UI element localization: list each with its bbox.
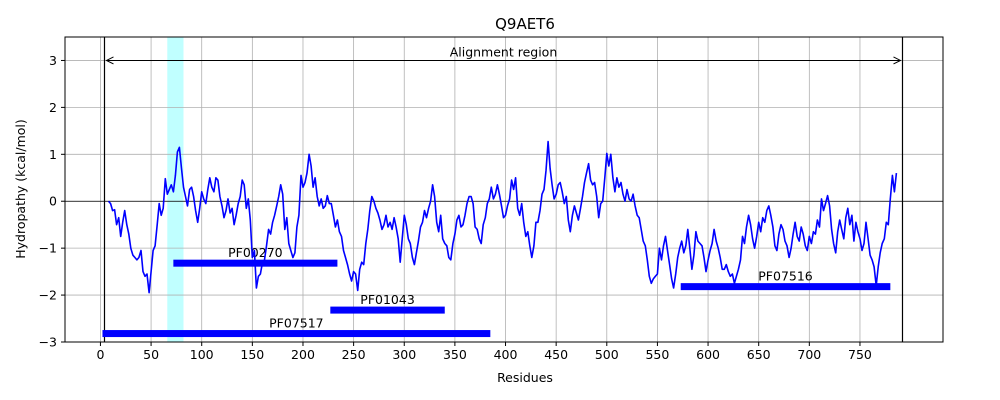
domain-bar: [330, 306, 445, 314]
x-tick-label: 500: [595, 347, 619, 362]
domain-bar: [102, 330, 491, 338]
y-axis-label: Hydropathy (kcal/mol): [13, 119, 28, 259]
x-tick-label: 150: [240, 347, 264, 362]
chart-title: Q9AET6: [495, 15, 555, 33]
alignment-arrowhead-left: [105, 56, 114, 65]
x-tick-label: 600: [696, 347, 720, 362]
x-tick-label: 400: [494, 347, 518, 362]
domain-label: PF07516: [758, 269, 813, 284]
x-tick-label: 700: [797, 347, 821, 362]
domain-label: PF00270: [228, 245, 283, 260]
y-tick-label: 1: [49, 147, 57, 162]
alignment-label: Alignment region: [450, 44, 558, 59]
alignment-arrowhead-right: [893, 56, 902, 65]
x-tick-label: 0: [96, 347, 104, 362]
x-tick-label: 650: [747, 347, 771, 362]
x-tick-label: 750: [848, 347, 872, 362]
y-tick-label: 0: [49, 194, 57, 209]
x-tick-label: 250: [342, 347, 366, 362]
y-tick-label: −2: [39, 288, 57, 303]
plot-frame: [64, 36, 944, 343]
x-tick-label: 450: [544, 347, 568, 362]
reference-lines: [65, 37, 943, 342]
annotation-layer: Alignment region: [105, 44, 902, 65]
y-tick-label: 3: [49, 53, 57, 68]
y-tick-label: −1: [39, 241, 57, 256]
hydropathy-line: [107, 140, 898, 294]
axes-layer: 0 50 100 150 200 250 300 350 400 450 500 550 600 650 7…: [39, 36, 944, 362]
x-tick-label: 200: [291, 347, 315, 362]
y-tick-label: 2: [49, 100, 57, 115]
x-tick-label: 550: [645, 347, 669, 362]
x-tick-label: 300: [392, 347, 416, 362]
y-tick-label: −3: [39, 335, 57, 350]
x-tick-label: 350: [443, 347, 467, 362]
x-axis-label: Residues: [497, 370, 553, 385]
domain-label: PF07517: [269, 316, 324, 331]
domain-bar: [680, 283, 891, 291]
series-layer: [107, 140, 898, 294]
domain-label: PF01043: [360, 292, 415, 307]
x-tick-label: 100: [190, 347, 214, 362]
x-tick-label: 50: [143, 347, 159, 362]
